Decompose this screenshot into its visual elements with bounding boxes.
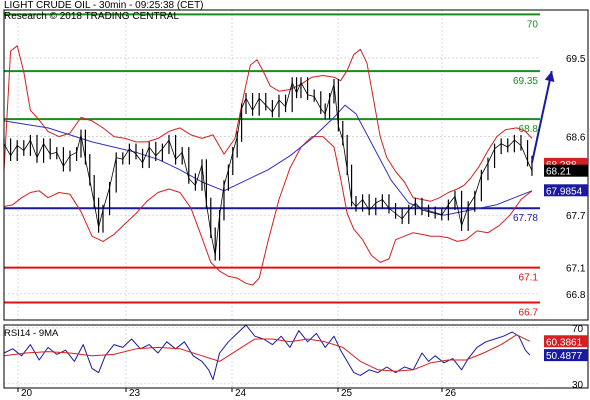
axis-labels: 20 23 24 25 26 66.8 67.1 67.7 68.6 69.5 30 70	[17, 54, 586, 399]
level-label-resistance: 70	[527, 19, 539, 30]
price-series-group	[3, 45, 555, 286]
x-tick-label: 25	[341, 388, 353, 399]
rsi-value-tag: 50.4877	[546, 351, 583, 362]
current-price-tag-bg	[544, 164, 588, 177]
indicator-label: RSI14 - 9MA	[4, 328, 59, 339]
level-label-pivot: 67.78	[513, 213, 538, 224]
level-label-support: 67.1	[519, 273, 539, 284]
rsi-series-group	[3, 324, 531, 381]
level-label-resistance: 68.8	[519, 124, 539, 135]
level-label-support: 66.7	[519, 308, 539, 319]
price-line	[3, 82, 533, 256]
x-tick-label: 24	[235, 388, 247, 399]
y-tick-label: 68.6	[566, 133, 586, 144]
bollinger-lower-line	[3, 136, 533, 286]
x-tick-label: 26	[445, 388, 457, 399]
level-label-resistance: 69.35	[513, 76, 538, 87]
frames	[3, 9, 589, 389]
y-tick-label: 67.1	[566, 264, 586, 275]
rsi-ma-tag: 60.3861	[546, 337, 583, 348]
current-price-tag: 68.21	[546, 167, 571, 178]
rsi-panel-frame	[3, 324, 589, 389]
y-tick-label: 69.5	[566, 54, 586, 65]
copyright-line: Research © 2018 TRADING CENTRAL	[4, 11, 180, 22]
moving-average-tag-bg	[544, 184, 588, 197]
x-tick-label: 23	[129, 388, 141, 399]
forecast-arrowhead	[544, 71, 555, 82]
rsi-line-rsi14	[3, 324, 531, 381]
gridlines	[4, 10, 540, 388]
rsi-y-tick-label: 70	[572, 324, 584, 335]
main-panel-frame	[3, 9, 589, 321]
x-tick-label: 20	[21, 388, 33, 399]
level-lines: 70 69.35 68.8 67.78 67.1 66.7	[4, 13, 540, 319]
moving-average-tag: 67.9854	[546, 186, 583, 197]
y-tick-label: 66.8	[566, 290, 586, 301]
rsi-ma-tag-bg	[544, 335, 588, 348]
y-tick-label: 67.7	[566, 211, 586, 222]
bollinger-upper-line	[3, 45, 533, 202]
rsi-value-tag-bg	[544, 349, 588, 362]
rsi-line-9ma	[3, 334, 531, 372]
moving-average-line	[3, 104, 533, 216]
chart-title: LIGHT CRUDE OIL - 30min - 09:25:38 (CET)	[4, 0, 204, 11]
rsi-y-tick-label: 30	[572, 380, 584, 391]
forecast-arrow-line	[530, 70, 553, 164]
